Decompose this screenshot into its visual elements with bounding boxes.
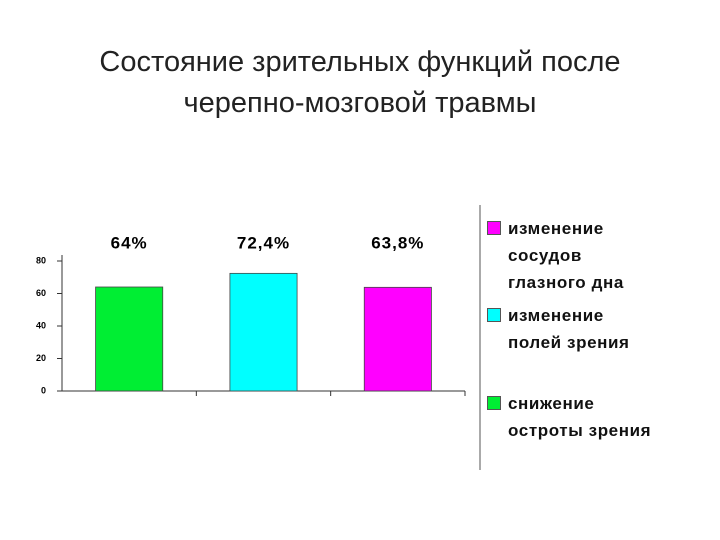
bar <box>363 286 432 392</box>
value-label: 63,8% <box>371 233 424 252</box>
legend-swatch <box>487 221 501 235</box>
legend-swatch <box>487 396 501 410</box>
bar <box>95 286 164 392</box>
legend-swatch <box>487 308 501 322</box>
legend-label: изменение сосудов глазного дна <box>508 219 624 292</box>
y-tick-label: 60 <box>36 288 46 298</box>
value-label: 72,4% <box>237 233 290 252</box>
chart-title: Состояние зрительных функций после череп… <box>99 46 621 119</box>
value-label: 64% <box>111 233 148 252</box>
legend-label: снижение остроты зрения <box>508 394 652 440</box>
y-tick-label: 40 <box>36 320 46 330</box>
bar <box>229 272 298 392</box>
legend-label: изменение полей зрения <box>508 306 630 352</box>
y-tick-label: 20 <box>36 353 46 363</box>
y-tick-label: 80 <box>36 255 46 265</box>
y-tick-label: 0 <box>41 385 46 395</box>
